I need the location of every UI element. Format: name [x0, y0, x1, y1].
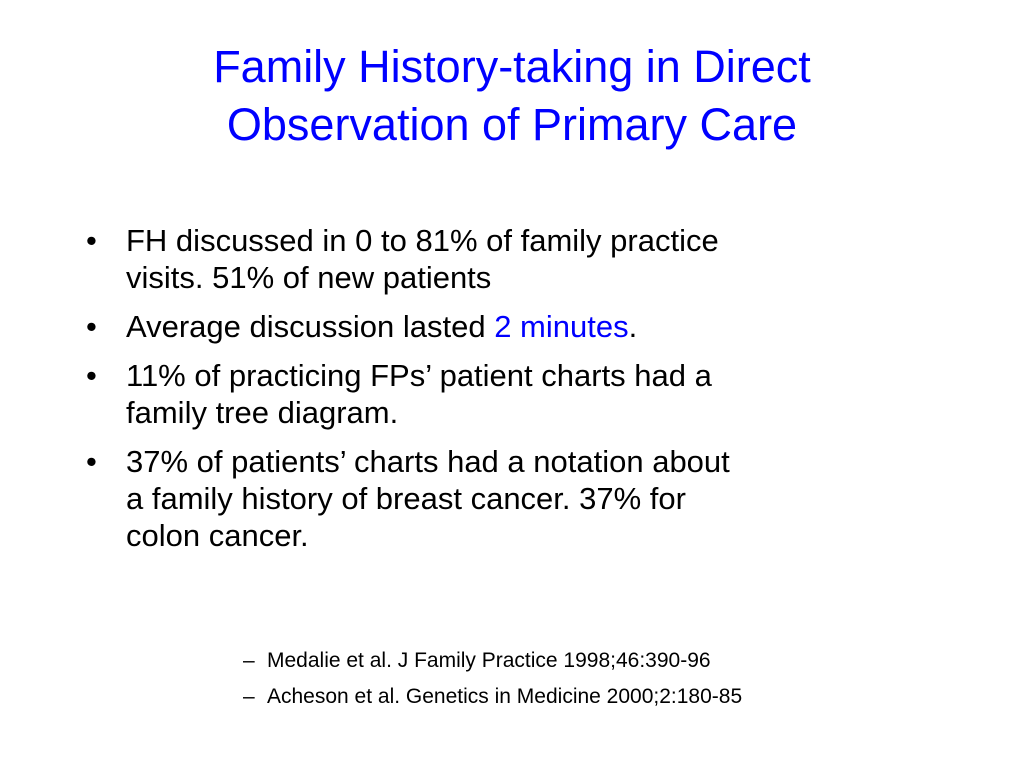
bullet-highlight-duration: 2 minutes: [494, 309, 629, 344]
bullet-text-line: Average discussion lasted 2 minutes.: [126, 308, 936, 345]
bullet-text-line: FH discussed in 0 to 81% of family pract…: [126, 223, 719, 258]
title-line-2: Observation of Primary Care: [226, 99, 798, 150]
bullet-item-fh-discussed: • FH discussed in 0 to 81% of family pra…: [86, 222, 936, 296]
bullet-text-line: a family history of breast cancer. 37% f…: [126, 481, 686, 516]
reference-item: – Medalie et al. J Family Practice 1998;…: [243, 649, 943, 673]
reference-text: Acheson et al. Genetics in Medicine 2000…: [267, 685, 743, 708]
reference-text: Medalie et al. J Family Practice 1998;46…: [267, 649, 711, 672]
bullet-item-average-discussion: • Average discussion lasted 2 minutes.: [86, 308, 936, 345]
bullet-text-after: .: [628, 309, 638, 344]
dash-icon: –: [243, 649, 255, 672]
bullet-text-line: visits. 51% of new patients: [126, 260, 492, 295]
reference-item: – Acheson et al. Genetics in Medicine 20…: [243, 685, 943, 709]
bullet-text-line: colon cancer.: [126, 518, 309, 553]
bullet-text-line: family tree diagram.: [126, 395, 399, 430]
bullet-dot-icon: •: [86, 309, 97, 344]
reference-list: – Medalie et al. J Family Practice 1998;…: [243, 649, 943, 721]
bullet-list: • FH discussed in 0 to 81% of family pra…: [86, 222, 936, 566]
bullet-dot-icon: •: [86, 223, 97, 258]
bullet-text-line: 37% of patients’ charts had a notation a…: [126, 444, 730, 479]
bullet-dot-icon: •: [86, 444, 97, 479]
slide-title: Family History-taking in Direct Observat…: [60, 38, 964, 154]
title-line-1: Family History-taking in Direct: [213, 41, 811, 92]
bullet-item-family-tree: • 11% of practicing FPs’ patient charts …: [86, 357, 936, 431]
bullet-text-line: 11% of practicing FPs’ patient charts ha…: [126, 358, 712, 393]
bullet-dot-icon: •: [86, 358, 97, 393]
bullet-text-before: Average discussion lasted: [126, 309, 495, 344]
bullet-item-chart-notation: • 37% of patients’ charts had a notation…: [86, 443, 936, 554]
dash-icon: –: [243, 685, 255, 708]
